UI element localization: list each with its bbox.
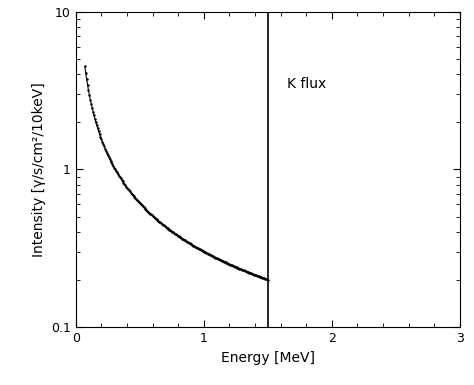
X-axis label: Energy [MeV]: Energy [MeV] (221, 351, 315, 365)
Text: K flux: K flux (287, 77, 326, 90)
Y-axis label: Intensity [γ/s/cm²/10keV]: Intensity [γ/s/cm²/10keV] (32, 82, 46, 257)
